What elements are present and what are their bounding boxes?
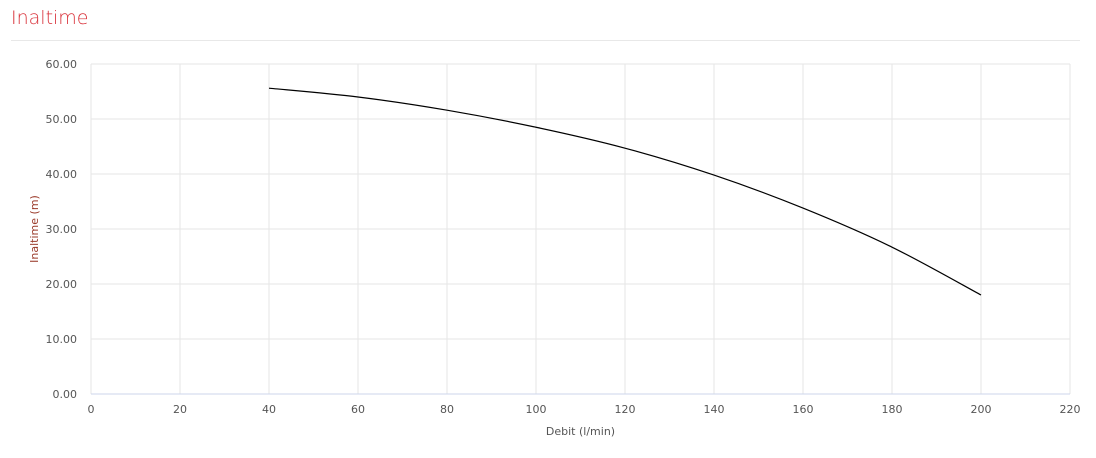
x-tick-label: 120 [615,403,636,416]
page-title: Inaltime [11,7,89,29]
y-tick-label: 10.00 [46,333,78,346]
x-tick-label: 220 [1060,403,1081,416]
y-axis-label: Inaltime (m) [28,195,41,263]
x-tick-label: 200 [971,403,992,416]
series-line [268,87,982,296]
x-tick-label: 40 [262,403,276,416]
x-tick-label: 100 [526,403,547,416]
x-tick-label: 160 [793,403,814,416]
x-tick-label: 140 [704,403,725,416]
x-tick-label: 20 [173,403,187,416]
y-tick-label: 20.00 [46,278,78,291]
x-tick-label: 180 [882,403,903,416]
y-tick-label: 30.00 [46,223,78,236]
y-tick-label: 50.00 [46,113,78,126]
y-tick-label: 40.00 [46,168,78,181]
x-tick-label: 0 [88,403,95,416]
x-tick-label: 80 [440,403,454,416]
x-tick-label: 60 [351,403,365,416]
y-tick-label: 0.00 [53,388,78,401]
x-axis-label: Debit (l/min) [546,425,615,438]
title-divider [11,40,1080,41]
y-tick-label: 60.00 [46,58,78,71]
